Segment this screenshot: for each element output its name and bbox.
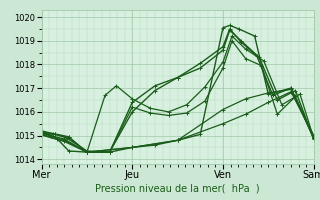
- X-axis label: Pression niveau de la mer(  hPa  ): Pression niveau de la mer( hPa ): [95, 183, 260, 193]
